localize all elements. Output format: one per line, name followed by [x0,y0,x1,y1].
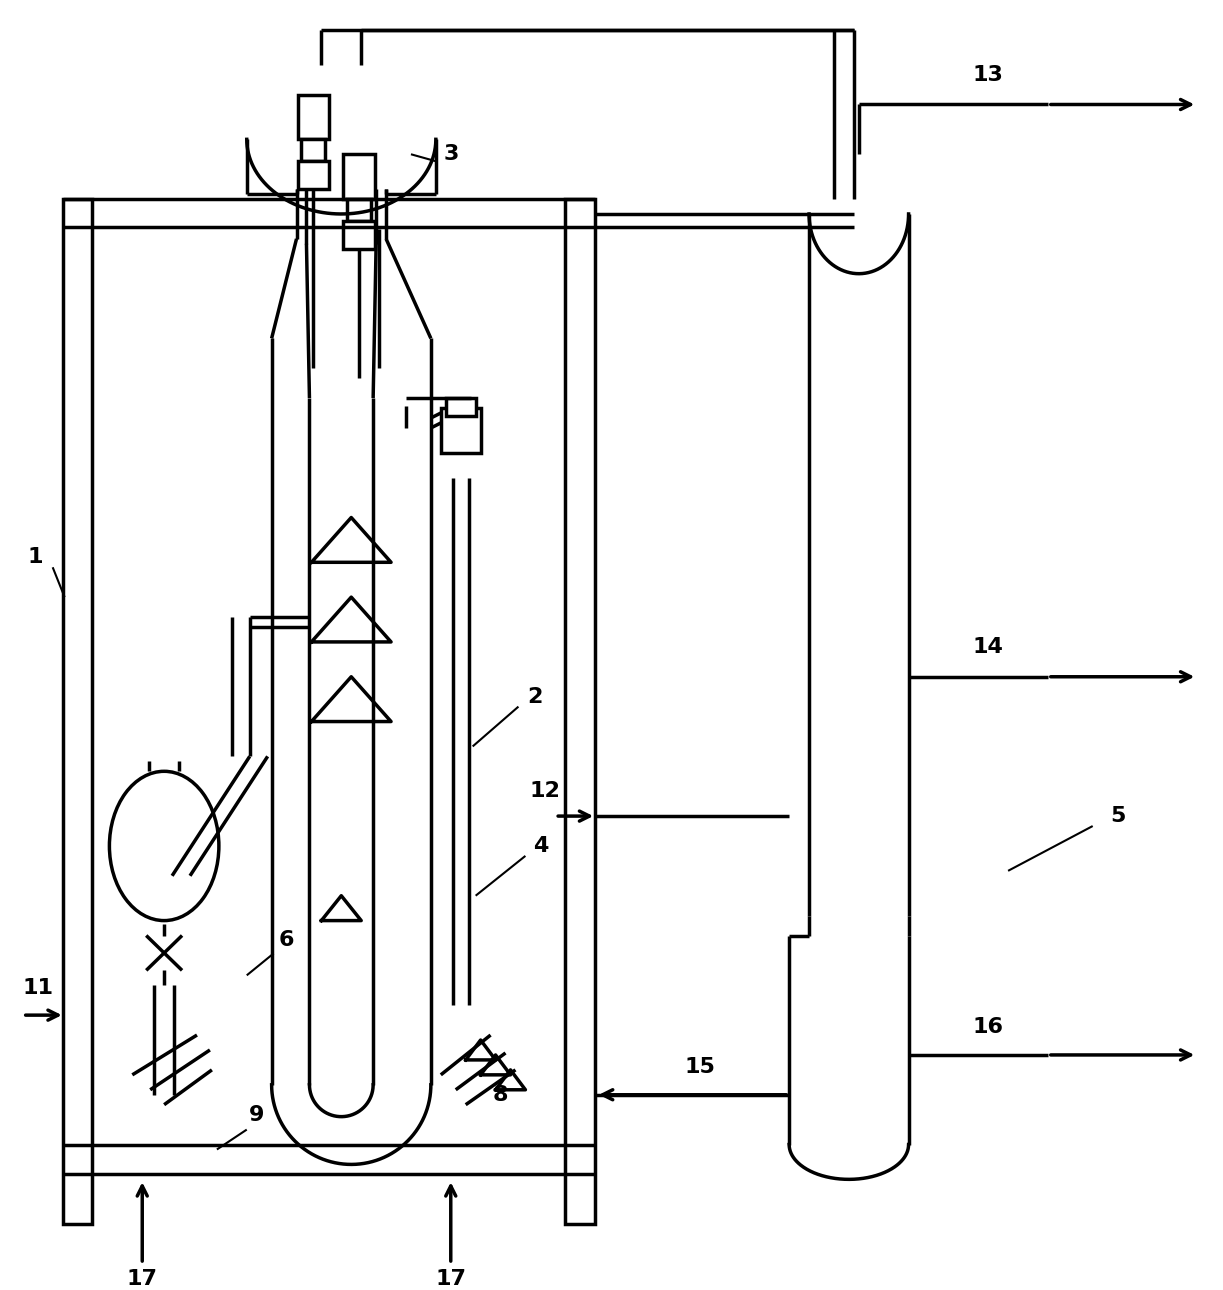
Text: 9: 9 [249,1104,264,1125]
Text: 13: 13 [972,64,1004,85]
Text: 12: 12 [530,782,561,801]
Text: 15: 15 [684,1057,715,1077]
Text: 6: 6 [279,930,295,951]
Ellipse shape [109,771,219,921]
Bar [347,199,371,221]
Bar [344,221,375,249]
Text: 3: 3 [443,144,459,164]
Text: 11: 11 [22,978,54,998]
Bar [297,94,329,139]
Bar [62,199,93,1224]
Bar [565,199,596,1224]
Text: 2: 2 [527,686,543,707]
Bar [297,161,329,190]
Text: 4: 4 [533,836,548,857]
Bar [302,139,325,161]
Bar [344,155,375,199]
Text: 14: 14 [972,637,1004,657]
Text: 1: 1 [27,547,43,568]
Text: 5: 5 [1110,806,1125,826]
Text: 8: 8 [493,1085,509,1104]
Bar [446,399,476,415]
Text: 17: 17 [127,1269,158,1289]
Text: 17: 17 [435,1269,466,1289]
Text: 16: 16 [972,1017,1004,1037]
Bar [440,408,481,453]
